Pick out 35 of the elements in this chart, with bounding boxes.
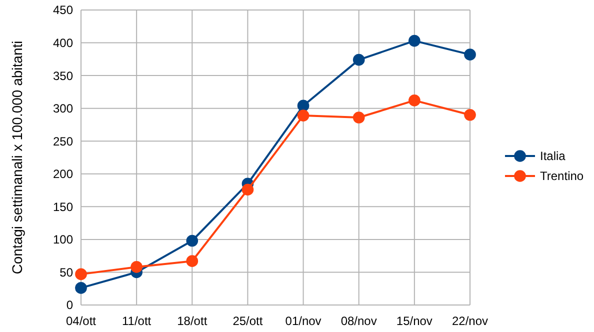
y-tick-label: 200 [52, 167, 74, 182]
point [352, 112, 365, 124]
y-tick-label: 100 [52, 232, 74, 247]
point [464, 48, 476, 60]
point [186, 234, 198, 247]
y-tick-label: 250 [52, 134, 74, 148]
x-tick-label: 18/ott [177, 314, 208, 328]
x-tick-label: 15/nov [396, 314, 432, 328]
point [297, 100, 310, 112]
legend-label: Italia [540, 149, 566, 164]
point [242, 184, 254, 196]
x-tick-label: 11/ott [122, 314, 152, 328]
x-tick-label: 22/nov [452, 314, 488, 328]
y-tick-label: 50 [60, 265, 74, 280]
legend-label: Trentino [540, 169, 584, 184]
point [297, 110, 310, 122]
y-tick-label: 150 [52, 200, 74, 214]
point [75, 282, 87, 294]
y-tick-label: 350 [52, 68, 74, 83]
x-tick-label: 01/nov [285, 314, 322, 328]
y-tick-label: 450 [52, 3, 74, 18]
y-tick-label: 0 [66, 298, 74, 312]
x-tick-label: 25/ott [232, 314, 264, 328]
y-tick-label: 400 [52, 36, 74, 50]
point [408, 34, 420, 47]
point [75, 268, 87, 280]
point [464, 108, 476, 121]
y-axis-title: Contagi settimanali x 100.000 abitanti [9, 40, 25, 274]
x-tick-label: 08/nov [340, 314, 377, 328]
point [186, 255, 198, 267]
y-tick-label: 300 [52, 102, 74, 116]
x-tick-label: 04/ott [66, 314, 97, 328]
point [130, 261, 142, 273]
point [408, 94, 420, 106]
point [352, 54, 365, 66]
